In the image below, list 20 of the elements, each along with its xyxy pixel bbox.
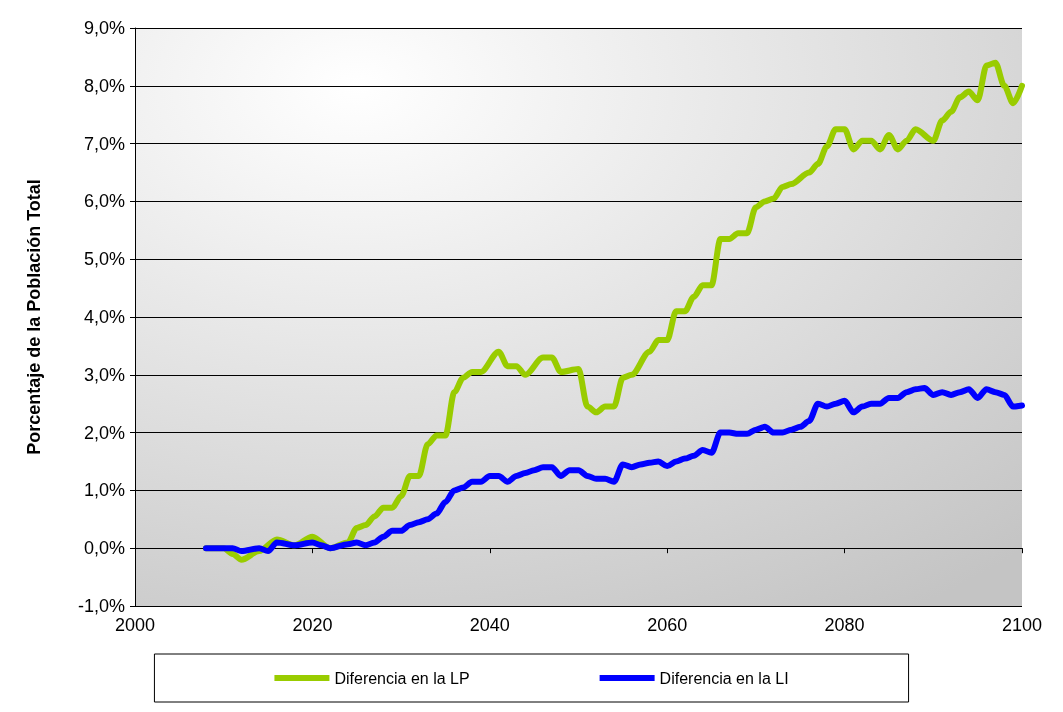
y-tick-label: 6,0% xyxy=(83,191,125,212)
x-tick-label: 2000 xyxy=(114,615,156,635)
y-tick-label: 2,0% xyxy=(83,422,125,443)
y-tick-label: 4,0% xyxy=(83,307,125,327)
y-tick-label: 7,0% xyxy=(83,133,125,154)
y-tick-label: 1,0% xyxy=(83,480,125,501)
x-tick-label: 2080 xyxy=(824,615,865,635)
x-tick-label: 2040 xyxy=(469,615,510,635)
y-axis-title: Porcentaje de la Población Total xyxy=(24,179,44,455)
y-tick-label: 5,0% xyxy=(83,249,125,270)
y-tick-label: 0,0% xyxy=(83,538,125,559)
x-tick-label: 2100 xyxy=(1001,615,1043,635)
y-tick-label: 9,0% xyxy=(83,18,125,38)
legend-label: Diferencia en la LI xyxy=(659,669,789,687)
y-tick-label: 8,0% xyxy=(83,75,125,96)
x-tick-label: 2020 xyxy=(292,615,333,635)
y-tick-label: 3,0% xyxy=(83,364,125,385)
x-tick-label: 2060 xyxy=(647,615,688,635)
y-tick-label: -1,0% xyxy=(77,596,125,616)
legend-label: Diferencia en la LP xyxy=(334,669,470,687)
